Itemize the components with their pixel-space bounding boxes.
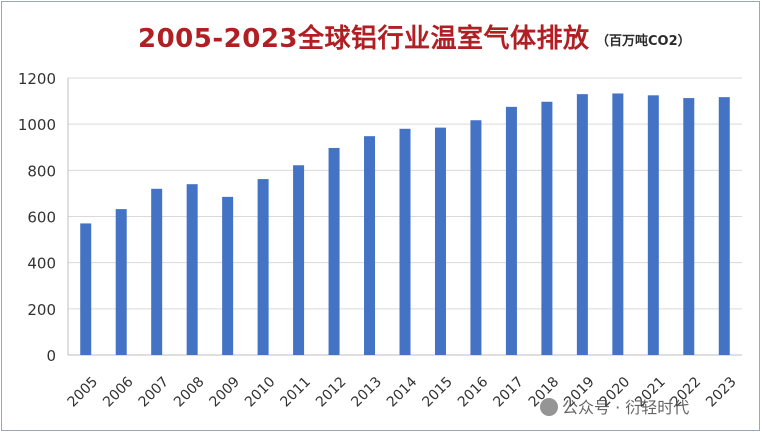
bar bbox=[257, 179, 269, 355]
watermark: 公众号 · 衍轻时代 bbox=[540, 394, 689, 418]
bar bbox=[470, 120, 482, 356]
x-tick-label: 2008 bbox=[171, 374, 208, 411]
bar bbox=[434, 127, 446, 355]
bar bbox=[505, 106, 517, 356]
x-tick-label: 2017 bbox=[490, 374, 527, 411]
chart-title: 2005-2023全球铝行业温室气体排放 bbox=[138, 24, 590, 54]
bar bbox=[718, 97, 730, 355]
x-tick-label: 2006 bbox=[100, 374, 137, 411]
x-tick-label: 2023 bbox=[703, 374, 740, 411]
bar bbox=[364, 136, 376, 355]
x-tick-label: 2015 bbox=[419, 374, 456, 411]
bar bbox=[80, 223, 92, 355]
x-tick-label: 2007 bbox=[136, 374, 173, 411]
x-tick-label: 2005 bbox=[65, 374, 102, 411]
bar bbox=[328, 147, 340, 355]
watermark-text: 公众号 · 衍轻时代 bbox=[562, 398, 690, 417]
y-tick-label: 1000 bbox=[18, 116, 56, 134]
wechat-icon bbox=[540, 398, 558, 416]
x-tick-label: 2011 bbox=[277, 374, 314, 411]
x-tick-label: 2010 bbox=[242, 374, 279, 411]
y-tick-label: 800 bbox=[27, 162, 56, 180]
x-tick-label: 2016 bbox=[455, 374, 492, 411]
bar bbox=[683, 98, 695, 356]
y-tick-label: 1200 bbox=[18, 70, 56, 88]
y-tick-label: 400 bbox=[27, 255, 56, 273]
y-tick-label: 0 bbox=[46, 347, 56, 365]
bar bbox=[222, 196, 234, 355]
x-tick-label: 2009 bbox=[207, 374, 244, 411]
bar bbox=[399, 128, 411, 355]
bar bbox=[541, 101, 553, 355]
bar bbox=[576, 94, 588, 356]
x-tick-label: 2012 bbox=[313, 374, 350, 411]
x-tick-label: 2014 bbox=[384, 374, 421, 411]
bar bbox=[186, 184, 198, 355]
bar bbox=[293, 165, 305, 355]
bar bbox=[647, 95, 659, 355]
bar bbox=[115, 209, 127, 355]
y-tick-label: 200 bbox=[27, 301, 56, 319]
x-tick-label: 2013 bbox=[348, 374, 385, 411]
y-tick-label: 600 bbox=[27, 209, 56, 227]
chart-unit-label: （百万吨CO2） bbox=[596, 34, 691, 49]
bar bbox=[151, 188, 163, 355]
bar bbox=[612, 93, 624, 356]
